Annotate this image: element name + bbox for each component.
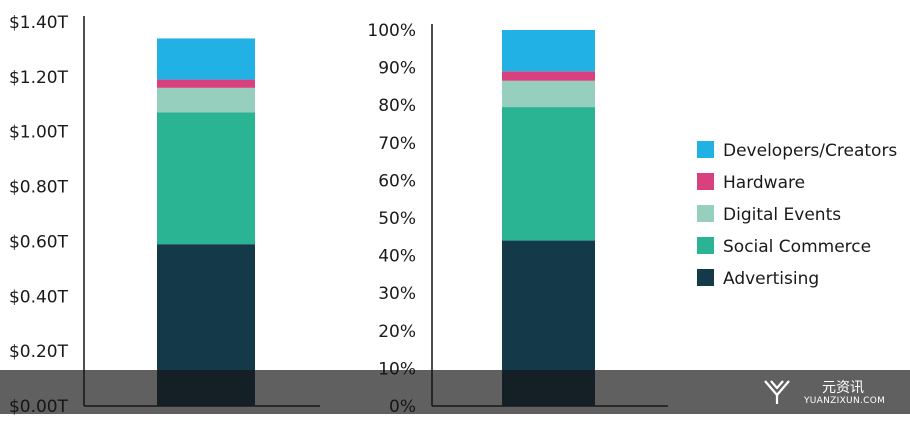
y-tick-label: $1.40T: [9, 13, 69, 33]
legend-label: Digital Events: [723, 205, 841, 225]
bar-segment-digital-events: [502, 80, 595, 108]
bar-segment-developers-creators: [157, 38, 255, 80]
bar-segment-digital-events: [157, 87, 255, 113]
legend-swatch: [697, 269, 714, 286]
y-tick-label: 70%: [378, 134, 416, 154]
legend-swatch: [697, 237, 714, 254]
bar-segment-social-commerce: [502, 107, 595, 241]
y-tick-label: 50%: [378, 209, 416, 229]
watermark-overlay: [0, 370, 910, 414]
watermark-name: 元资讯: [822, 380, 864, 396]
y-tick-label: 30%: [378, 284, 416, 304]
y-tick-label: $0.40T: [9, 287, 69, 307]
watermark-url: YUANZIXUN.COM: [804, 396, 886, 406]
watermark: 元资讯 YUANZIXUN.COM: [762, 376, 902, 410]
y-tick-label: $1.00T: [9, 123, 69, 143]
y-tick-label: 20%: [378, 322, 416, 342]
legend-label: Advertising: [723, 269, 819, 289]
bar-segment-social-commerce: [157, 112, 255, 245]
y-tick-label: $0.20T: [9, 342, 69, 362]
y-tick-label: 40%: [378, 247, 416, 267]
brand-logo-icon: [764, 380, 790, 404]
y-tick-label: 90%: [378, 59, 416, 79]
legend-label: Social Commerce: [723, 237, 871, 257]
legend-swatch: [697, 205, 714, 222]
y-tick-label: 100%: [367, 21, 416, 41]
bar-segment-hardware: [157, 79, 255, 88]
bar-segment-hardware: [502, 71, 595, 81]
legend-swatch: [697, 141, 714, 158]
y-tick-label: 60%: [378, 171, 416, 191]
y-tick-label: $1.20T: [9, 68, 69, 88]
legend-label: Hardware: [723, 173, 805, 193]
y-tick-label: $0.80T: [9, 178, 69, 198]
y-tick-label: $0.60T: [9, 232, 69, 252]
legend-swatch: [697, 173, 714, 190]
y-tick-label: 80%: [378, 96, 416, 116]
bar-segment-developers-creators: [502, 30, 595, 72]
legend-label: Developers/Creators: [723, 141, 897, 161]
